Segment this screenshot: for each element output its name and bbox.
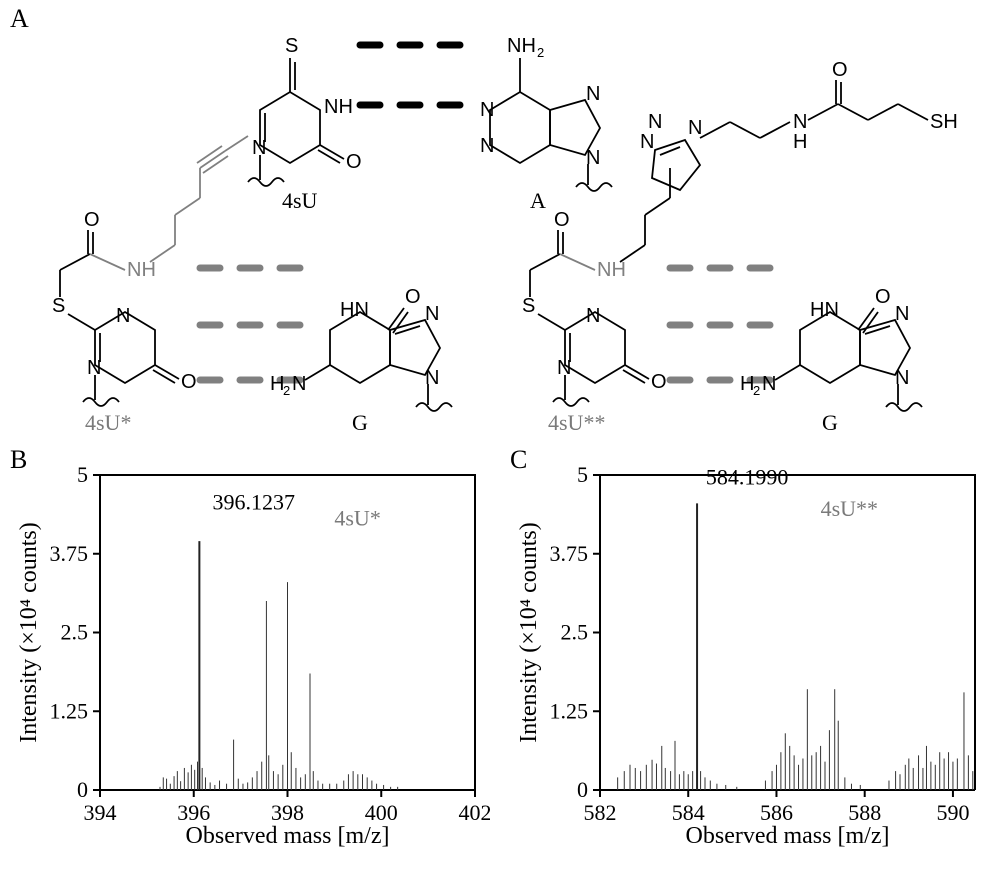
svg-text:N: N bbox=[480, 99, 494, 121]
svg-text:O: O bbox=[181, 371, 197, 393]
svg-text:2: 2 bbox=[537, 45, 544, 60]
svg-text:S: S bbox=[285, 35, 298, 57]
svg-text:N: N bbox=[425, 303, 439, 325]
svg-text:582: 582 bbox=[584, 800, 617, 825]
hbond-bottom-right bbox=[670, 268, 770, 380]
svg-text:N: N bbox=[688, 117, 702, 139]
svg-text:588: 588 bbox=[848, 800, 881, 825]
label-G-left: G bbox=[352, 410, 368, 435]
svg-text:3.75: 3.75 bbox=[50, 541, 89, 566]
structure-guanine-right: HN N N O H2N bbox=[740, 286, 922, 411]
svg-text:5: 5 bbox=[577, 462, 588, 487]
label-A: A bbox=[530, 188, 546, 213]
svg-text:O: O bbox=[405, 286, 421, 308]
svg-text:NH: NH bbox=[324, 96, 353, 118]
svg-text:N: N bbox=[586, 305, 600, 327]
chart-c-svg: 582 584 586 588 590 0 1.25 2.5 3.75 5 Observed mas… bbox=[510, 455, 990, 855]
svg-text:Observed mass [m/z]: Observed mass [m/z] bbox=[686, 823, 890, 849]
svg-text:O: O bbox=[832, 59, 848, 81]
svg-text:590: 590 bbox=[936, 800, 969, 825]
svg-text:NH: NH bbox=[127, 259, 156, 281]
label-G-right: G bbox=[822, 410, 838, 435]
svg-text:N: N bbox=[480, 135, 494, 157]
svg-text:0: 0 bbox=[77, 777, 88, 802]
svg-text:400: 400 bbox=[365, 800, 398, 825]
svg-text:398: 398 bbox=[271, 800, 304, 825]
structure-4sU: S NH O N bbox=[248, 35, 362, 186]
hbond-bottom-left bbox=[200, 268, 300, 380]
svg-text:Intensity (×10⁴ counts): Intensity (×10⁴ counts) bbox=[516, 522, 542, 743]
svg-text:584.1990: 584.1990 bbox=[706, 464, 789, 489]
structure-guanine-left: HN N N O H2N bbox=[270, 286, 452, 411]
svg-text:NH: NH bbox=[597, 259, 626, 281]
figure-root: A B C S NH O N 4sU bbox=[0, 0, 1000, 879]
svg-text:O: O bbox=[346, 151, 362, 173]
svg-text:N: N bbox=[895, 303, 909, 325]
svg-text:2.5: 2.5 bbox=[561, 620, 589, 645]
svg-text:Intensity (×10⁴ counts): Intensity (×10⁴ counts) bbox=[16, 522, 42, 743]
svg-text:394: 394 bbox=[84, 800, 117, 825]
svg-text:SH: SH bbox=[930, 111, 958, 133]
svg-text:584: 584 bbox=[672, 800, 705, 825]
svg-text:3.75: 3.75 bbox=[550, 541, 589, 566]
svg-text:396: 396 bbox=[177, 800, 210, 825]
svg-text:2: 2 bbox=[283, 383, 290, 398]
svg-text:O: O bbox=[84, 209, 100, 231]
label-4sU-dstar: 4sU** bbox=[548, 410, 605, 435]
label-4sU-star: 4sU* bbox=[85, 410, 131, 435]
svg-text:2.5: 2.5 bbox=[61, 620, 89, 645]
svg-text:N: N bbox=[648, 111, 662, 133]
svg-text:N: N bbox=[116, 305, 130, 327]
svg-text:402: 402 bbox=[459, 800, 491, 825]
svg-text:1.25: 1.25 bbox=[550, 698, 589, 723]
chart-c: 582 584 586 588 590 0 1.25 2.5 3.75 5 Observed mas… bbox=[510, 455, 990, 855]
svg-text:HN: HN bbox=[810, 299, 839, 321]
svg-text:586: 586 bbox=[760, 800, 793, 825]
chart-b-svg: 394 396 398 400 402 0 1.25 2.5 3.75 5 Observed mas… bbox=[10, 455, 490, 855]
svg-text:4sU*: 4sU* bbox=[334, 505, 380, 530]
svg-text:N: N bbox=[762, 373, 776, 395]
svg-text:4sU**: 4sU** bbox=[821, 496, 878, 521]
panel-a-structures: S NH O N 4sU bbox=[0, 0, 1000, 440]
svg-text:396.1237: 396.1237 bbox=[213, 490, 296, 515]
svg-text:Observed mass [m/z]: Observed mass [m/z] bbox=[186, 823, 390, 849]
svg-text:S: S bbox=[522, 295, 535, 317]
structure-4sU-dstar: N N O S O NH N bbox=[522, 59, 958, 406]
svg-text:N: N bbox=[793, 111, 807, 133]
hbond-top bbox=[360, 45, 460, 105]
svg-text:H: H bbox=[793, 131, 807, 153]
svg-text:O: O bbox=[651, 371, 667, 393]
svg-text:5: 5 bbox=[77, 462, 88, 487]
svg-text:2: 2 bbox=[753, 383, 760, 398]
svg-text:HN: HN bbox=[340, 299, 369, 321]
svg-text:S: S bbox=[52, 295, 65, 317]
svg-text:O: O bbox=[875, 286, 891, 308]
svg-text:N: N bbox=[640, 131, 654, 153]
svg-text:NH: NH bbox=[507, 35, 536, 57]
structure-adenine: NH2 N N N N bbox=[480, 35, 612, 191]
label-4sU: 4sU bbox=[282, 188, 318, 213]
svg-text:N: N bbox=[586, 83, 600, 105]
svg-text:O: O bbox=[554, 209, 570, 231]
svg-text:0: 0 bbox=[577, 777, 588, 802]
svg-text:N: N bbox=[292, 373, 306, 395]
chart-b: 394 396 398 400 402 0 1.25 2.5 3.75 5 Observed mas… bbox=[10, 455, 490, 855]
svg-text:1.25: 1.25 bbox=[50, 698, 89, 723]
